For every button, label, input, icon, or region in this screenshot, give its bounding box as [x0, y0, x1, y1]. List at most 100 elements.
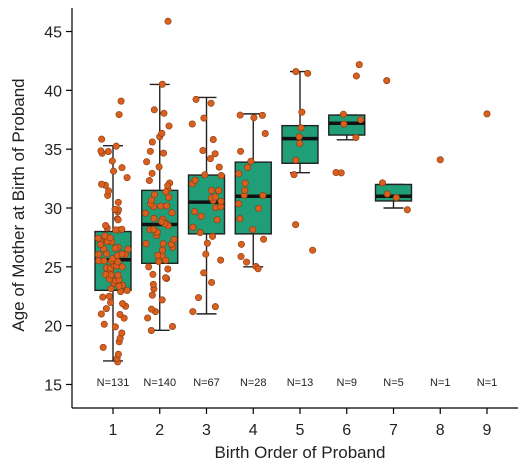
x-tick-label: 6: [342, 422, 351, 439]
data-point: [211, 303, 219, 311]
data-point: [208, 186, 216, 194]
data-point: [292, 221, 300, 229]
data-point: [144, 314, 152, 322]
data-point: [337, 169, 345, 177]
point-layer: [94, 17, 491, 366]
data-point: [483, 110, 491, 118]
data-point: [191, 208, 199, 216]
y-tick-label: 40: [44, 83, 62, 100]
data-point: [118, 250, 126, 258]
box-group-5: [281, 70, 319, 174]
data-point: [241, 179, 249, 187]
data-point: [208, 278, 216, 286]
data-point: [148, 138, 156, 146]
data-point: [217, 197, 225, 205]
data-point: [237, 240, 245, 248]
data-point: [165, 122, 173, 130]
data-point: [209, 232, 217, 240]
data-point: [100, 257, 108, 265]
data-point: [119, 300, 127, 308]
data-point: [94, 250, 102, 258]
x-tick-label: 4: [249, 422, 258, 439]
count-label: N=28: [240, 377, 267, 389]
data-point: [236, 111, 244, 119]
data-point: [105, 292, 113, 300]
data-point: [168, 209, 176, 217]
data-point: [112, 226, 120, 234]
data-point: [146, 147, 154, 155]
data-point: [211, 150, 219, 158]
data-point: [104, 147, 112, 155]
data-point: [436, 156, 444, 164]
data-point: [143, 158, 151, 166]
data-point: [165, 193, 173, 201]
data-point: [105, 187, 113, 195]
data-point: [108, 157, 116, 165]
data-point: [114, 198, 122, 206]
data-point: [237, 147, 245, 155]
data-point: [192, 95, 200, 103]
data-point: [201, 171, 209, 179]
data-point: [237, 253, 245, 261]
data-point: [148, 305, 156, 313]
count-label: N=67: [193, 377, 220, 389]
data-point: [157, 202, 165, 210]
y-tick-label: 25: [44, 260, 62, 277]
data-point: [298, 108, 306, 116]
data-point: [215, 187, 223, 195]
data-point: [109, 255, 117, 263]
data-point: [112, 142, 120, 150]
data-point: [292, 68, 300, 76]
data-point: [149, 270, 157, 278]
data-point: [97, 310, 105, 318]
data-point: [111, 244, 119, 252]
data-point: [260, 235, 268, 243]
data-point: [164, 182, 172, 190]
data-point: [206, 155, 214, 163]
x-tick-label: 5: [296, 422, 305, 439]
data-point: [99, 343, 107, 351]
x-tick-label: 7: [389, 422, 398, 439]
data-point: [124, 245, 132, 253]
count-label: N=1: [477, 377, 498, 389]
data-point: [258, 111, 266, 119]
data-point: [160, 109, 168, 117]
data-point: [236, 215, 244, 223]
count-label: N=1: [430, 377, 451, 389]
data-point: [296, 140, 304, 148]
data-point: [200, 269, 208, 277]
data-point: [290, 171, 298, 179]
data-point: [217, 172, 225, 180]
data-point: [158, 129, 166, 137]
data-point: [392, 194, 400, 202]
count-label: N=13: [287, 377, 314, 389]
data-point: [162, 188, 170, 196]
data-point: [110, 167, 118, 175]
data-point: [164, 265, 172, 273]
data-point: [158, 246, 166, 254]
x-tick-label: 3: [202, 422, 211, 439]
data-point: [217, 256, 225, 264]
data-point: [295, 133, 303, 141]
data-point: [188, 120, 196, 128]
x-axis-title: Birth Order of Proband: [214, 443, 385, 462]
data-point: [98, 180, 106, 188]
data-point: [339, 110, 347, 118]
data-point: [145, 263, 153, 271]
data-point: [379, 179, 387, 187]
data-point: [123, 287, 131, 295]
data-point: [115, 111, 123, 119]
data-point: [195, 294, 203, 302]
data-point: [150, 191, 158, 199]
data-point: [168, 323, 176, 331]
data-point: [211, 193, 219, 201]
data-point: [261, 129, 269, 137]
data-point: [102, 270, 110, 278]
data-point: [94, 234, 102, 242]
data-point: [114, 216, 122, 224]
data-point: [118, 329, 126, 337]
data-point: [243, 258, 251, 266]
count-label: N=5: [383, 377, 404, 389]
